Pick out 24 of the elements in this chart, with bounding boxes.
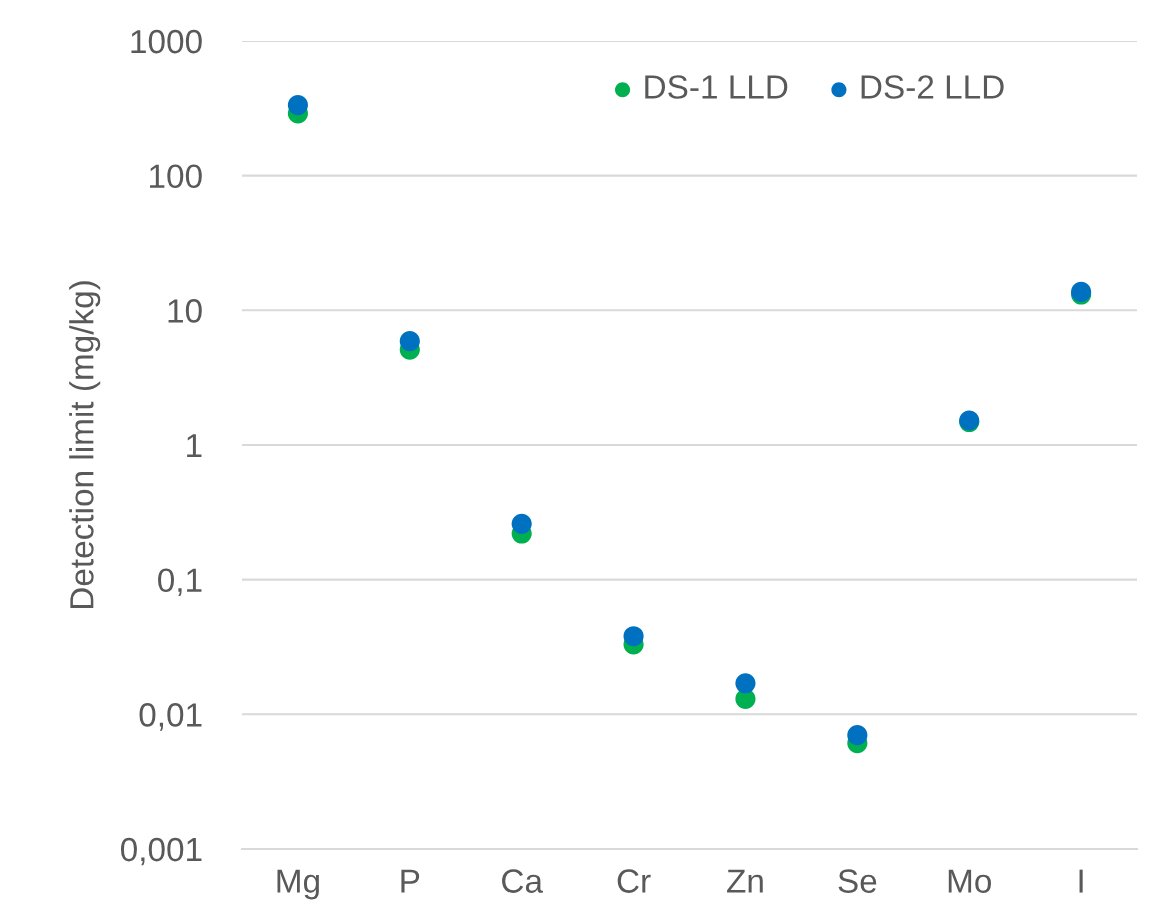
y-tick-label: 1: [187, 434, 202, 458]
legend-label: DS-1 LLD: [645, 75, 788, 99]
x-tick-label: Se: [838, 869, 877, 893]
point: [847, 725, 868, 746]
y-tick-label: 10: [168, 299, 202, 323]
point: [735, 673, 756, 694]
x-tick-label: Cr: [617, 869, 651, 893]
y-tick-label: 100: [150, 164, 202, 189]
y-tick-label: 1000: [131, 29, 202, 54]
x-tick-label: Mg: [277, 869, 319, 900]
x-tick-label: I: [1079, 869, 1083, 893]
point: [287, 95, 308, 116]
point: [399, 331, 420, 352]
y-tick-label: 0,001: [120, 837, 202, 866]
point: [511, 513, 532, 534]
x-tick-label: Mo: [948, 869, 991, 893]
x-tick-label: Ca: [502, 869, 543, 893]
point: [623, 626, 644, 647]
legend-label: DS-2 LLD: [861, 75, 1004, 99]
x-tick-label: Zn: [727, 869, 763, 893]
y-tick-label: 0,01: [139, 703, 202, 731]
y-axis-title: Detection limit (mg/kg): [69, 281, 101, 609]
x-tick-label: P: [401, 869, 420, 893]
y-tick-label: 0,1: [158, 568, 202, 596]
